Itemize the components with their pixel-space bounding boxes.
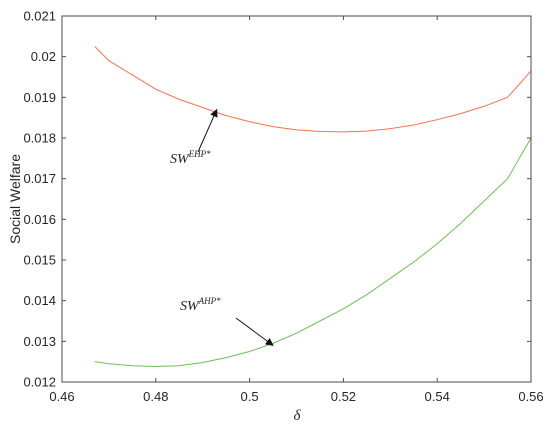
x-tick-label: 0.52	[331, 389, 356, 404]
y-tick-label: 0.019	[23, 90, 56, 105]
y-tick-label: 0.017	[23, 171, 56, 186]
series-line-1	[94, 46, 532, 133]
ticks-layer: 0.46 0.48 0.5 0.52 0.54 0.56 0.012 0.013 0.014 0.…	[23, 9, 543, 405]
x-tick-label: 0.5	[241, 389, 259, 404]
plot-border	[61, 15, 532, 383]
y-tick-label: 0.021	[23, 9, 56, 24]
annotation-arrow-2	[235, 317, 274, 346]
series-layer	[94, 46, 532, 368]
annotation-arrow-1	[197, 108, 218, 153]
y-tick-label: 0.013	[23, 334, 56, 349]
y-tick-label: 0.012	[23, 375, 56, 390]
x-tick-label: 0.48	[143, 389, 168, 404]
plot-area	[62, 16, 531, 382]
y-axis-label: Social Welfare	[7, 154, 23, 244]
y-tick-label: 0.018	[23, 131, 56, 146]
y-tick-label: 0.016	[23, 212, 56, 227]
annotation-label-1: SWEHP*	[170, 149, 211, 167]
annotation-label-2: SWAHP*	[180, 296, 221, 314]
y-tick-label: 0.015	[23, 253, 56, 268]
x-axis-label: δ	[294, 408, 302, 424]
series-line-2	[94, 137, 532, 368]
y-tick-label: 0.014	[23, 293, 56, 308]
y-tick-label: 0.02	[31, 49, 56, 64]
x-tick-label: 0.54	[425, 389, 450, 404]
x-tick-label: 0.46	[49, 389, 74, 404]
x-tick-label: 0.56	[518, 389, 543, 404]
annotation-layer: SWEHP* SWAHP*	[170, 108, 274, 346]
